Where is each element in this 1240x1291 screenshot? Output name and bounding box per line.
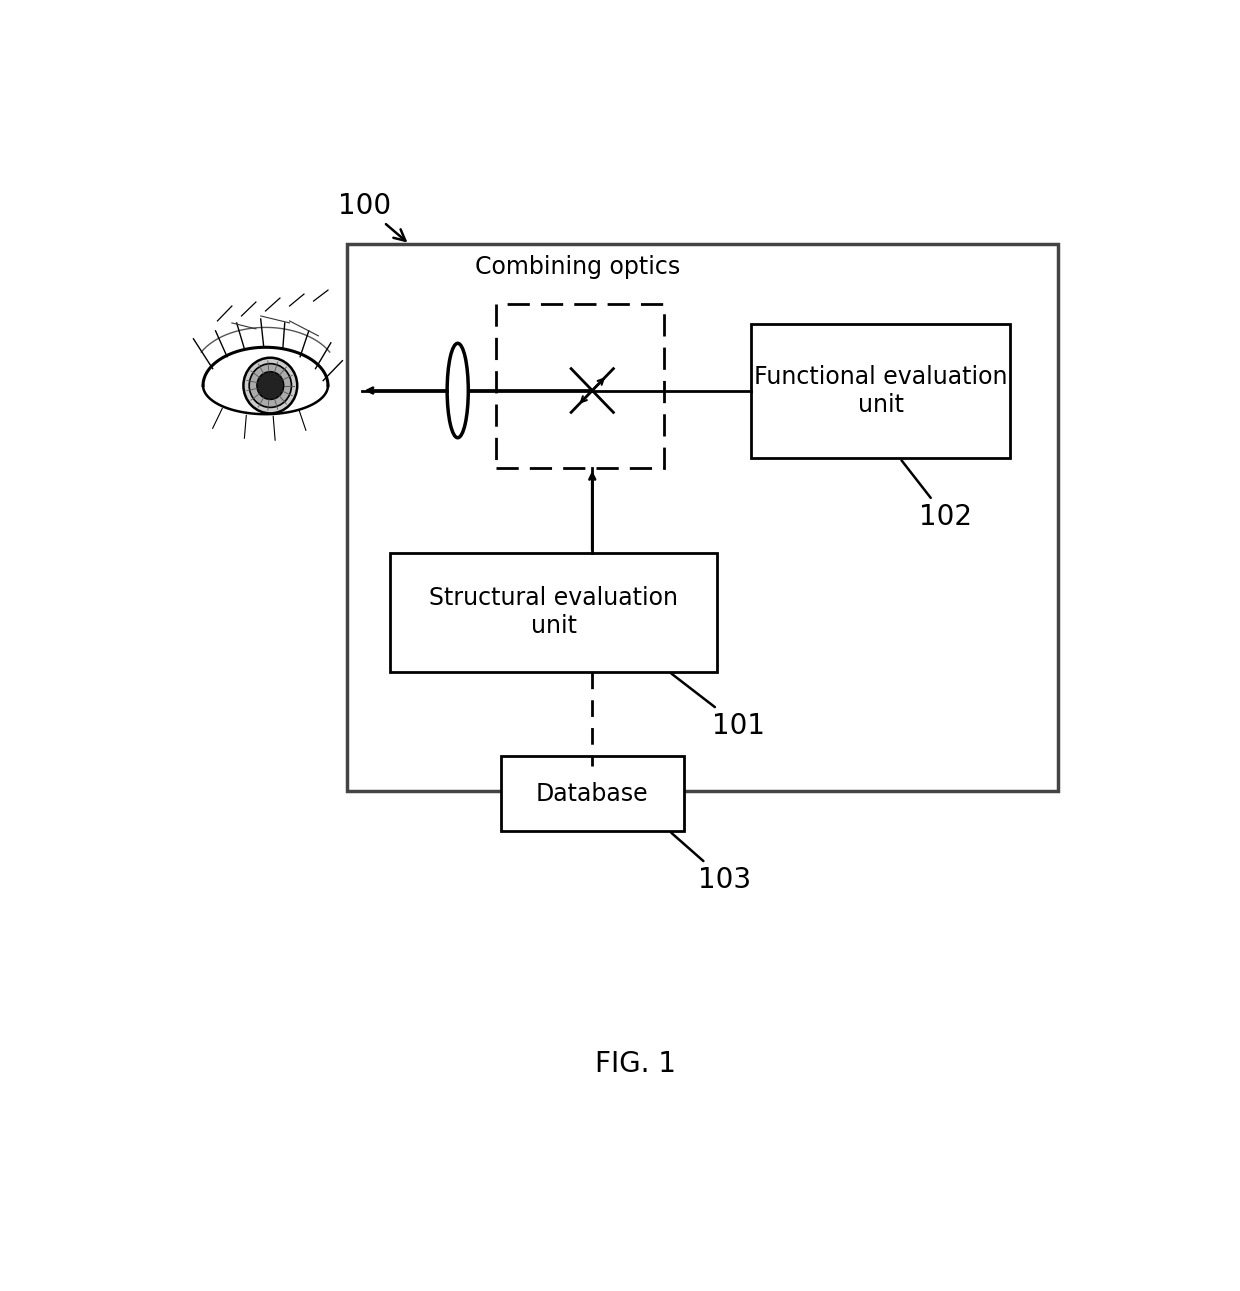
Text: 103: 103: [671, 833, 751, 893]
FancyBboxPatch shape: [496, 303, 665, 469]
Ellipse shape: [448, 343, 469, 438]
Circle shape: [249, 364, 291, 408]
FancyBboxPatch shape: [347, 244, 1058, 791]
Text: Database: Database: [536, 781, 649, 806]
Circle shape: [257, 372, 284, 399]
Circle shape: [243, 358, 298, 413]
Text: 100: 100: [337, 191, 405, 240]
Text: 101: 101: [671, 674, 765, 740]
Text: 102: 102: [901, 461, 972, 531]
Text: Functional evaluation
unit: Functional evaluation unit: [754, 365, 1007, 417]
Text: FIG. 1: FIG. 1: [595, 1051, 676, 1078]
FancyBboxPatch shape: [751, 324, 1011, 458]
FancyBboxPatch shape: [501, 757, 683, 831]
Text: Structural evaluation
unit: Structural evaluation unit: [429, 586, 678, 638]
FancyBboxPatch shape: [391, 553, 717, 671]
Text: Combining optics: Combining optics: [475, 256, 681, 279]
